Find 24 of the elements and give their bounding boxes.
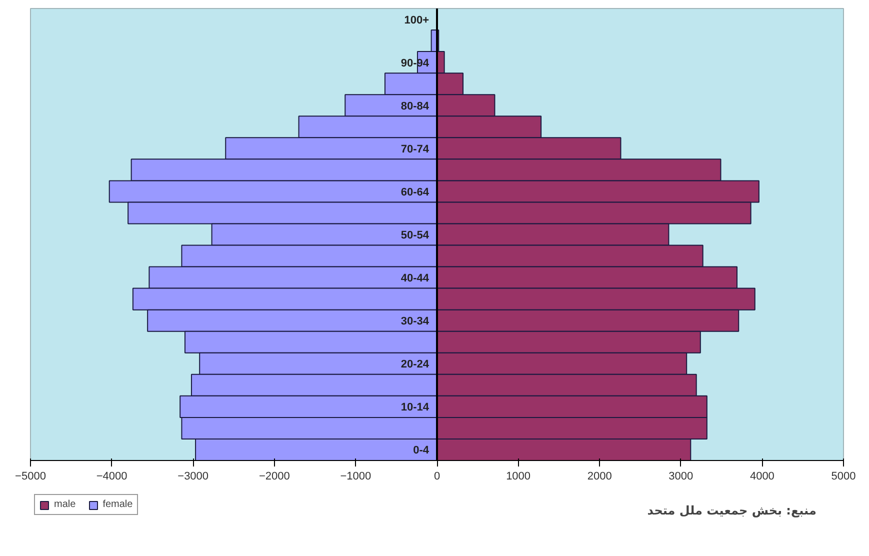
y-tick-label: 50-54 <box>400 230 430 242</box>
x-tick-label: −1000 <box>340 470 372 482</box>
y-tick-label: 40-44 <box>400 272 430 285</box>
y-tick-label: 80-84 <box>400 100 430 112</box>
y-tick-label: 100+ <box>404 14 430 26</box>
y-tick-label: 20-24 <box>400 358 430 371</box>
x-tick-label: 0 <box>434 470 440 482</box>
x-tick-label: −5000 <box>15 470 46 482</box>
x-tick-label: 3000 <box>668 470 694 482</box>
legend-label: female <box>102 499 133 510</box>
x-tick-label: 4000 <box>750 470 774 482</box>
x-tick-label: −2000 <box>258 470 290 482</box>
x-tick-label: −4000 <box>96 470 128 482</box>
y-tick-label: 30-34 <box>400 316 430 328</box>
x-tick-label: −3000 <box>178 470 209 482</box>
x-tick-label: 1000 <box>506 470 531 482</box>
x-tick-label: 5000 <box>831 470 856 482</box>
y-tick-label: 70-74 <box>400 143 430 156</box>
text: منبع: بخش جمعیت ملل متحد <box>647 504 816 518</box>
x-tick-label: 2000 <box>587 470 612 482</box>
legend-label: male <box>54 499 76 510</box>
y-tick-label: 10-14 <box>400 402 430 414</box>
y-tick-label: 0-4 <box>413 444 430 457</box>
y-tick-label: 60-64 <box>400 186 430 198</box>
